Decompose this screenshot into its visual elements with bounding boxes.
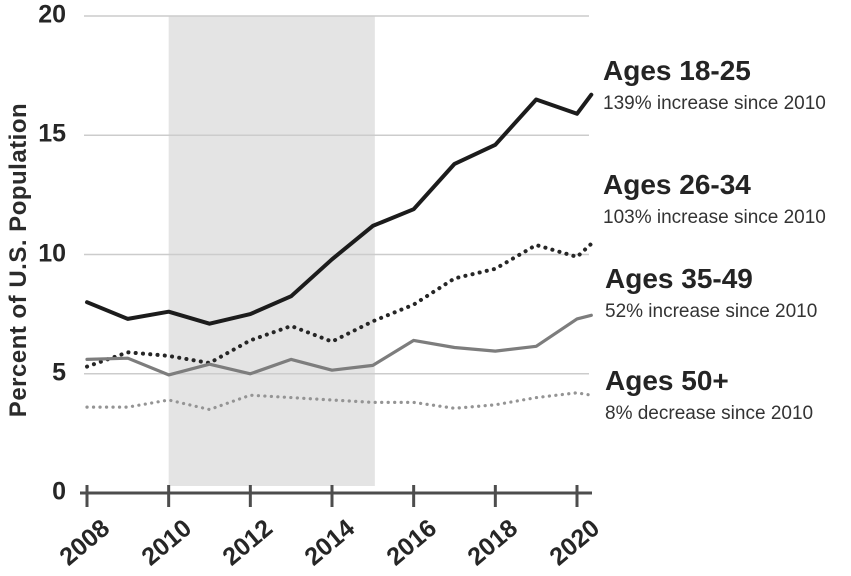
y-tick-label-10: 10 (38, 238, 66, 267)
series-line-ages-18-25 (85, 92, 594, 326)
y-tick-label-15: 15 (38, 119, 66, 148)
y-tick-label-5: 5 (52, 358, 66, 387)
series-line-ages-50- (85, 391, 593, 412)
series-line-ages-35-49 (85, 313, 593, 377)
y-tick-label-0: 0 (52, 477, 66, 506)
y-tick-label-20: 20 (38, 0, 66, 29)
